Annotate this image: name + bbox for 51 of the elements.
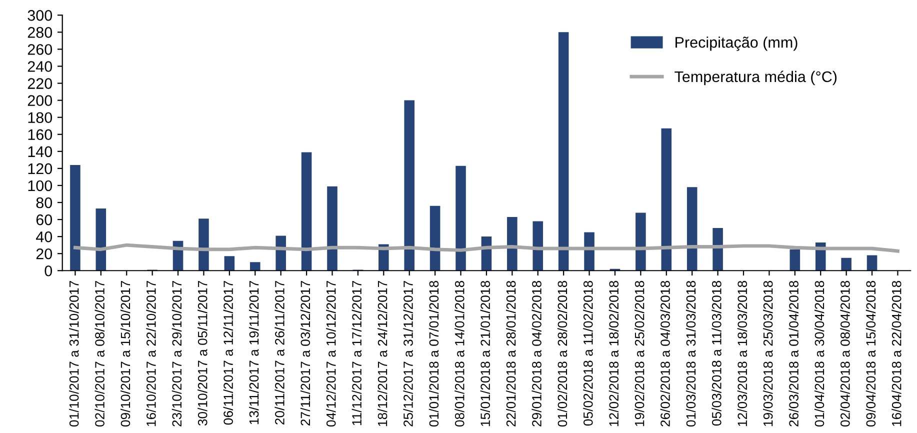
y-tick-label: 280 — [28, 27, 52, 38]
x-tick-label: 06/11/2017 a 12/11/2017 — [223, 280, 233, 425]
x-tick-label: 04/12/2017 a 10/12/2017 — [326, 280, 336, 427]
x-tick-label: 09/04/2018 a 15/04/2018 — [866, 280, 876, 427]
y-tick-label: 180 — [28, 112, 52, 124]
x-tick-label: 26/02/2018 a 04/03/2018 — [660, 280, 670, 426]
y-tick-label: 20 — [36, 248, 52, 260]
y-tick-label: 40 — [36, 231, 52, 242]
x-tick-label: 01/03/2018 a 31/03/2018 — [686, 280, 696, 427]
x-tick-label: 02/04/2018 a 08/04/2018 — [840, 280, 850, 427]
x-tick-label: 20/11/2017 a 26/11/2017 — [274, 280, 284, 424]
x-tick-label: 27/11/2017 a 03/12/2017 — [300, 280, 310, 426]
x-tick-label: 26/03/2018 a 01/04/2018 — [788, 280, 798, 426]
x-tick-label: 01/01/2018 a 07/01/2018 — [428, 280, 439, 427]
y-tick-label: 160 — [28, 129, 52, 140]
x-tick-label: 29/01/2018 a 04/02/2018 — [532, 280, 542, 426]
y-tick-label: 80 — [36, 197, 52, 208]
x-tick-label: 12/02/2018 a 18/02/2018 — [608, 280, 619, 426]
x-tick-label: 02/10/2017 a 08/10/2017 — [94, 280, 104, 427]
x-tick-label: 05/03/2018 a 11/03/2018 — [712, 280, 722, 426]
legend-label: Precipitação (mm) — [676, 36, 798, 51]
y-tick-label: 300 — [28, 10, 52, 21]
x-tick-label: 13/11/2017 a 19/11/2017 — [248, 280, 259, 424]
y-tick-label: 60 — [36, 214, 52, 226]
x-tick-label: 25/12/2017 a 31/12/2017 — [403, 280, 413, 426]
y-tick-label: 240 — [28, 61, 52, 72]
x-tick-label: 01/02/2018 a 28/02/2018 — [557, 280, 568, 427]
y-tick-label: 260 — [28, 44, 52, 55]
x-tick-label: 16/04/2018 a 22/04/2018 — [892, 280, 902, 426]
y-tick-label: 0 — [44, 265, 52, 276]
x-tick-label: 01/04/2018 a 30/04/2018 — [814, 280, 824, 427]
x-tick-label: 19/03/2018 a 25/03/2018 — [763, 280, 773, 426]
x-tick-label: 23/10/2017 a 29/10/2017 — [172, 280, 182, 426]
x-tick-label: 19/02/2018 a 25/02/2018 — [634, 280, 644, 426]
x-tick-label: 01/10/2017 a 31/10/2017 — [69, 280, 79, 427]
legend-label: Temperatura média (°C) — [674, 70, 837, 86]
y-tick-label: 200 — [28, 95, 52, 106]
y-tick-label: 140 — [28, 146, 52, 158]
x-tick-label: 30/10/2017 a 05/11/2017 — [198, 280, 208, 426]
y-tick-label: 100 — [28, 180, 52, 192]
x-tick-label: 16/10/2017 a 22/10/2017 — [146, 280, 156, 426]
x-tick-label: 18/12/2017 a 24/12/2017 — [378, 280, 388, 426]
x-tick-label: 22/01/2018 a 28/01/2018 — [506, 280, 516, 426]
y-tick-label: 220 — [28, 78, 52, 89]
x-tick-label: 05/02/2018 a 11/02/2018 — [583, 280, 593, 426]
y-tick-label: 120 — [28, 163, 52, 174]
x-tick-label: 11/12/2017 a 17/12/2017 — [352, 280, 362, 426]
x-tick-label: 08/01/2018 a 14/01/2018 — [454, 280, 464, 427]
x-tick-label: 12/03/2018 a 18/03/2018 — [737, 280, 748, 426]
x-tick-label: 09/10/2017 a 15/10/2017 — [120, 280, 130, 427]
x-tick-label: 15/01/2018 a 21/01/2018 — [480, 280, 490, 426]
